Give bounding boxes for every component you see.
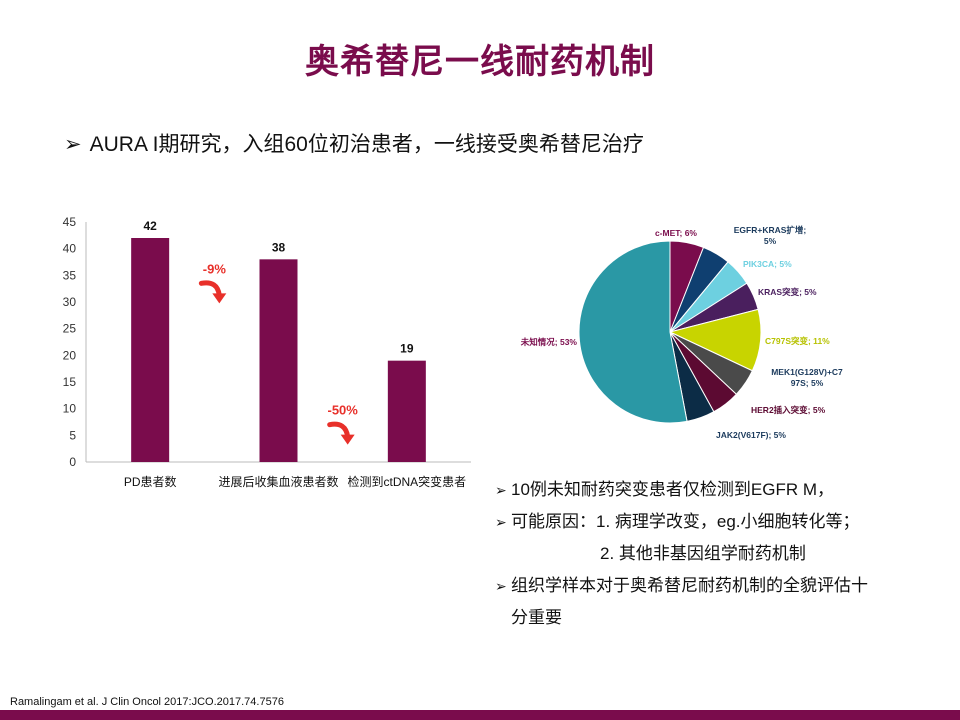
note-item: ➢ 组织学样本对于奥希替尼耐药机制的全貌评估十 (495, 570, 868, 602)
pie-slice-label: EGFR+KRAS扩增; 5% (734, 225, 807, 246)
notes-list: ➢ 10例未知耐药突变患者仅检测到EGFR M， ➢ 可能原因：1. 病理学改变，e… (495, 474, 868, 634)
curved-arrow-head-icon (212, 293, 227, 304)
change-label: -9% (203, 261, 227, 276)
pie-slice-label: HER2插入突变; 5% (751, 405, 826, 415)
note-item: ➢ 10例未知耐药突变患者仅检测到EGFR M， (495, 474, 868, 506)
x-tick-label: 进展后收集血液患者数 (218, 474, 338, 489)
pie-slice-label: c-MET; 6% (655, 228, 697, 238)
note-item: 2. 其他非基因组学耐药机制 (600, 544, 806, 563)
bar-value-label: 38 (272, 240, 286, 254)
slide-title: 奥希替尼一线耐药机制 (305, 43, 655, 81)
footer-bar (0, 710, 960, 720)
y-tick-label: 40 (63, 242, 77, 256)
y-tick-label: 0 (69, 455, 76, 469)
y-tick-label: 45 (63, 215, 77, 229)
note-item: 分重要 (511, 608, 562, 627)
y-tick-label: 20 (63, 348, 77, 362)
x-tick-label: PD患者数 (124, 474, 177, 489)
pie-slice-label: MEK1(G128V)+C7 97S; 5% (771, 367, 843, 388)
pie-slice-label: C797S突变; 11% (765, 336, 830, 346)
y-tick-label: 15 (63, 375, 77, 389)
pie-slice-label: JAK2(V617F); 5% (716, 430, 786, 440)
pie-slice-label: 未知情况; 53% (520, 337, 578, 347)
arrow-bullet-icon: ➢ (495, 482, 507, 498)
main-bullet: ➢ AURA I期研究，入组60位初治患者，一线接受奥希替尼治疗 (64, 128, 644, 158)
bar-value-label: 19 (400, 342, 414, 356)
bar (259, 259, 298, 462)
arrow-bullet-icon: ➢ (495, 578, 507, 594)
note-item: ➢ 可能原因：1. 病理学改变，eg.小细胞转化等； (495, 506, 868, 538)
y-tick-label: 35 (63, 268, 77, 282)
pie-chart: c-MET; 6% EGFR+KRAS扩增; 5% PIK3CA; 5% KRAS突变;… (520, 225, 843, 440)
citation: Ramalingam et al. J Clin Oncol 2017:JCO.… (10, 696, 284, 708)
pie-slice-label: PIK3CA; 5% (743, 259, 792, 269)
y-tick-label: 25 (63, 322, 77, 336)
y-tick-label: 30 (63, 295, 77, 309)
pie-slice-label: KRAS突变; 5% (758, 287, 817, 297)
main-bullet-text: AURA I期研究，入组60位初治患者，一线接受奥希替尼治疗 (89, 133, 644, 156)
arrow-bullet-icon: ➢ (64, 133, 82, 156)
bar (131, 238, 170, 462)
x-tick-label: 检测到ctDNA突变患者 (347, 474, 466, 489)
change-label: -50% (327, 403, 358, 418)
bar-value-label: 42 (143, 219, 157, 233)
curved-arrow-icon (327, 421, 351, 440)
curved-arrow-head-icon (340, 434, 355, 445)
y-tick-label: 5 (69, 428, 76, 442)
pie-slice (578, 240, 688, 424)
bar-chart: 0 5 10 15 20 25 30 35 40 45 42 PD患者数 38 进展后收集血液患者数 19 检… (63, 215, 471, 489)
arrow-bullet-icon: ➢ (495, 514, 507, 530)
bar (387, 360, 426, 462)
y-tick-label: 10 (63, 402, 77, 416)
curved-arrow-icon (198, 280, 222, 298)
